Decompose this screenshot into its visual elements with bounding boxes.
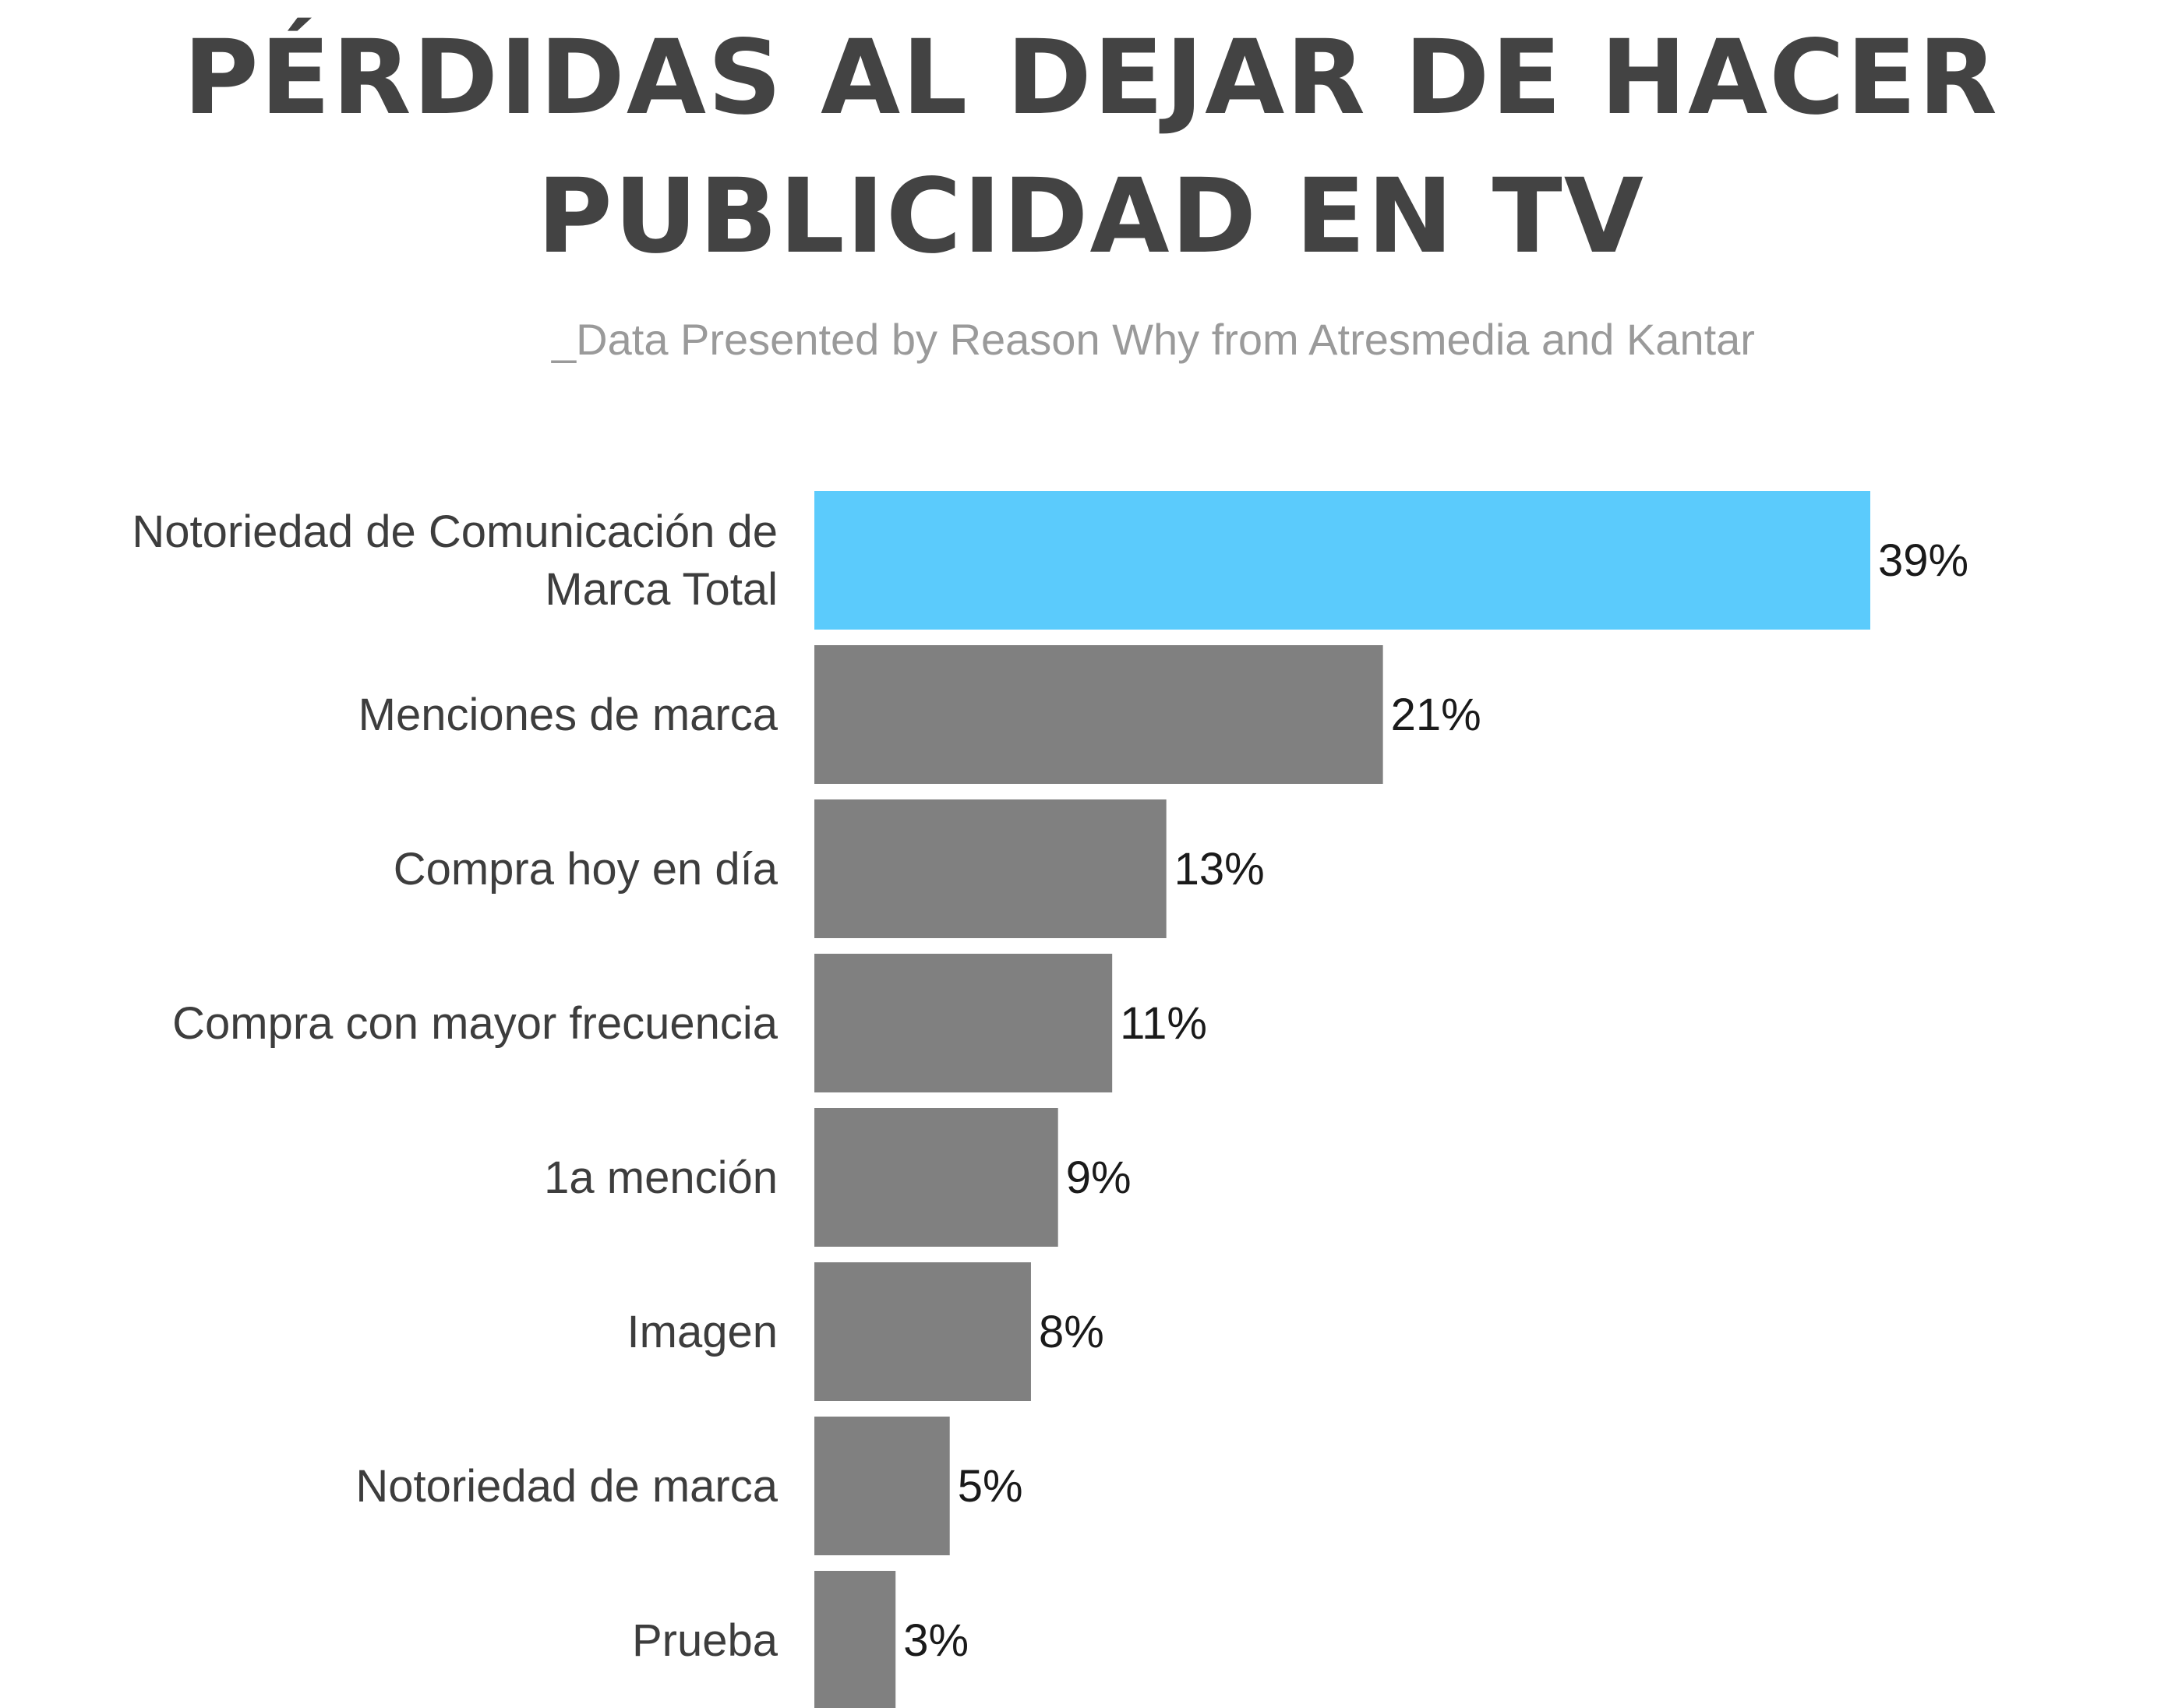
value-label-2: 13% bbox=[1174, 844, 1265, 895]
bar-5 bbox=[814, 1262, 1031, 1401]
value-label-6: 5% bbox=[958, 1461, 1023, 1512]
chart-title-line-2: PUBLICIDAD EN TV bbox=[537, 157, 1645, 277]
value-label-5: 8% bbox=[1039, 1307, 1104, 1357]
bar-6 bbox=[814, 1417, 950, 1555]
bar-3 bbox=[814, 954, 1113, 1092]
value-label-7: 3% bbox=[903, 1615, 969, 1666]
bar-2 bbox=[814, 799, 1167, 938]
category-label-4: 1a mención bbox=[544, 1152, 778, 1203]
category-label-7: Prueba bbox=[632, 1615, 779, 1666]
value-label-3: 11% bbox=[1120, 998, 1207, 1049]
bar-1 bbox=[814, 645, 1383, 784]
bars-group: 39% Notoriedad de Comunicación de Marca To… bbox=[132, 491, 1968, 1708]
category-label-0-line-2: Marca Total bbox=[545, 564, 778, 615]
category-label-6: Notoriedad de marca bbox=[355, 1461, 778, 1512]
category-label-5: Imagen bbox=[627, 1307, 778, 1357]
chart-subtitle: _Data Presented by Reason Why from Atres… bbox=[551, 315, 1755, 364]
bar-4 bbox=[814, 1108, 1058, 1247]
bar-7 bbox=[814, 1571, 896, 1708]
value-label-1: 21% bbox=[1391, 690, 1481, 740]
chart-title: PÉRDIDAS AL DEJAR DE HACER PUBLICIDAD EN… bbox=[183, 17, 1999, 277]
category-label-3: Compra con mayor frecuencia bbox=[172, 998, 779, 1049]
chart-title-line-1: PÉRDIDAS AL DEJAR DE HACER bbox=[183, 17, 1999, 138]
value-label-4: 9% bbox=[1066, 1152, 1132, 1203]
category-label-0-line-1: Notoriedad de Comunicación de bbox=[132, 506, 778, 557]
bar-0 bbox=[814, 491, 1870, 630]
category-label-1: Menciones de marca bbox=[358, 690, 779, 740]
category-label-2: Compra hoy en día bbox=[394, 844, 779, 895]
value-label-0: 39% bbox=[1878, 535, 1968, 586]
